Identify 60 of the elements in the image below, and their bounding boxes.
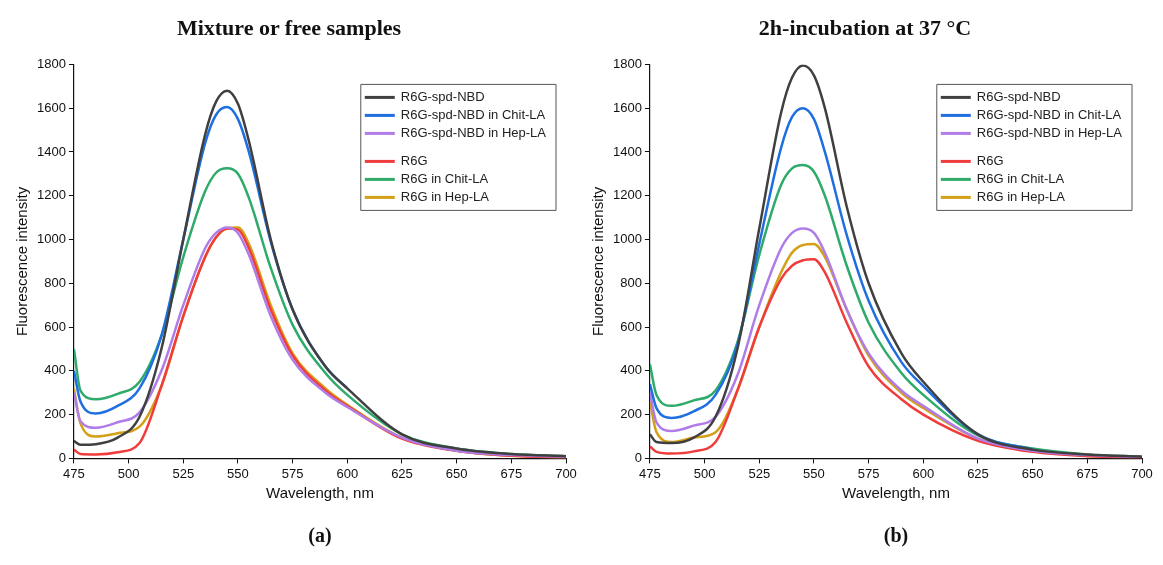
x-tick-label: 650 <box>1021 465 1044 481</box>
x-tick-label: 500 <box>693 465 716 481</box>
chart-title: Mixture or free samples <box>176 14 402 40</box>
legend-label: R6G in Chit-LA <box>400 170 489 186</box>
x-tick-label: 525 <box>172 465 195 481</box>
legend-label: R6G <box>400 152 428 168</box>
legend-label: R6G in Hep-LA <box>400 188 490 204</box>
x-tick-label: 600 <box>912 465 935 481</box>
y-tick-label: 1600 <box>613 99 642 115</box>
legend-label: R6G-spd-NBD in Chit-LA <box>400 106 546 122</box>
x-tick-label: 525 <box>748 465 771 481</box>
legend-label: R6G in Chit-LA <box>976 170 1065 186</box>
x-tick-label: 675 <box>500 465 523 481</box>
text: (b) <box>883 524 909 548</box>
y-tick-label: 1600 <box>37 99 66 115</box>
legend-label: R6G-spd-NBD <box>400 88 485 104</box>
legend-label: R6G <box>976 152 1004 168</box>
x-tick-label: 575 <box>281 465 304 481</box>
x-tick-label: 550 <box>803 465 825 481</box>
x-tick-label: 625 <box>967 465 989 481</box>
x-axis-title: Wavelength, nm <box>842 484 950 502</box>
y-tick-label: 200 <box>44 406 66 422</box>
y-tick-label: 1800 <box>37 55 66 71</box>
x-tick-label: 550 <box>227 465 249 481</box>
legend-label: R6G in Hep-LA <box>976 188 1066 204</box>
y-tick-label: 400 <box>44 362 66 378</box>
legend-label: R6G-spd-NBD in Chit-LA <box>976 106 1122 122</box>
x-tick-label: 650 <box>445 465 468 481</box>
y-tick-label: 800 <box>44 274 66 290</box>
legend-label: R6G-spd-NBD in Hep-LA <box>976 124 1123 140</box>
y-tick-label: 400 <box>620 362 642 378</box>
y-tick-label: 1400 <box>613 143 642 159</box>
y-axis-title: Fluorescence intensity <box>589 186 607 337</box>
y-tick-label: 1800 <box>613 55 642 71</box>
x-tick-label: 500 <box>117 465 140 481</box>
y-tick-label: 800 <box>620 274 642 290</box>
y-tick-label: 0 <box>58 449 66 465</box>
y-tick-label: 1200 <box>37 187 66 203</box>
x-tick-label: 675 <box>1076 465 1099 481</box>
y-tick-label: 1000 <box>613 231 642 247</box>
x-tick-label: 700 <box>1131 465 1153 481</box>
x-tick-label: 600 <box>336 465 359 481</box>
y-axis-title: Fluorescence intensity <box>13 186 31 337</box>
y-tick-label: 600 <box>44 318 66 334</box>
y-tick-label: 1400 <box>37 143 66 159</box>
chart-title: 2h-incubation at 37 °C <box>758 14 972 40</box>
y-tick-label: 600 <box>620 318 642 334</box>
x-axis-title: Wavelength, nm <box>266 484 374 502</box>
x-tick-label: 475 <box>63 465 85 481</box>
y-tick-label: 0 <box>634 449 642 465</box>
y-tick-label: 200 <box>620 406 642 422</box>
text: (a) <box>308 524 332 548</box>
x-tick-label: 475 <box>639 465 661 481</box>
legend-label: R6G-spd-NBD in Hep-LA <box>400 124 547 140</box>
legend-label: R6G-spd-NBD <box>976 88 1061 104</box>
x-tick-label: 575 <box>857 465 880 481</box>
y-tick-label: 1200 <box>613 187 642 203</box>
y-tick-label: 1000 <box>37 231 66 247</box>
x-tick-label: 700 <box>555 465 577 481</box>
x-tick-label: 625 <box>391 465 413 481</box>
